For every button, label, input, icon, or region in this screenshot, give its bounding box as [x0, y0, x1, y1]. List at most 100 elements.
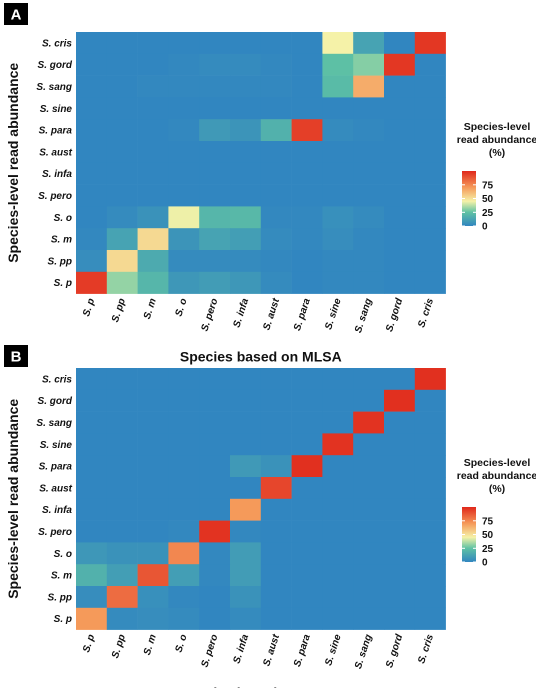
heatmap-cell [384, 411, 416, 434]
heatmap-cell [260, 75, 292, 98]
heatmap-cell [76, 564, 108, 587]
heatmap-cell [414, 119, 446, 142]
legend-title: Species-level [464, 121, 531, 133]
heatmap-cell [414, 498, 446, 521]
y-tick-label: S. pp [48, 256, 72, 267]
x-tick-label: S. sine [323, 297, 344, 331]
heatmap-cell [106, 228, 138, 251]
heatmap-cell [168, 498, 200, 521]
heatmap-cell [230, 607, 262, 630]
x-tick-label: S. o [174, 633, 190, 654]
heatmap-cell [260, 184, 292, 207]
heatmap-cell [322, 498, 354, 521]
heatmap-cell [168, 271, 200, 294]
heatmap-cell [291, 97, 323, 120]
heatmap-cell [414, 411, 446, 434]
heatmap-cell [106, 564, 138, 587]
heatmap-cell [199, 75, 231, 98]
heatmap-cell [353, 206, 385, 229]
heatmap-cell [106, 368, 138, 391]
heatmap-cell [230, 389, 262, 412]
x-tick-label: S. gord [384, 632, 405, 669]
heatmap-cell [168, 542, 200, 565]
heatmap-cell [199, 271, 231, 294]
heatmap-cell [353, 271, 385, 294]
heatmap-cell [353, 228, 385, 251]
y-tick-label: S. sang [36, 82, 72, 93]
heatmap-cell [230, 477, 262, 500]
heatmap-cell [291, 607, 323, 630]
heatmap-cell [260, 520, 292, 543]
heatmap-cell [291, 586, 323, 609]
heatmap-cell [291, 564, 323, 587]
x-axis-title: Species based on MLSA [180, 685, 342, 688]
legend-tick-label: 25 [482, 208, 494, 219]
panel-a: A S. cris S. gord S. sang S. sine S. para S. a… [4, 3, 536, 365]
heatmap-cell [137, 119, 169, 142]
heatmap-cell [322, 162, 354, 185]
legend-title: read abundance [457, 134, 536, 146]
heatmap-cell [168, 228, 200, 251]
heatmap-cell [137, 520, 169, 543]
heatmap-cell [291, 228, 323, 251]
heatmap-cell [353, 520, 385, 543]
heatmap-cell [230, 542, 262, 565]
heatmap-cell [76, 455, 108, 478]
heatmap-cell [168, 389, 200, 412]
heatmap-cell [230, 271, 262, 294]
heatmap-cell [414, 141, 446, 164]
heatmap-cell [414, 97, 446, 120]
y-axis-title: Species-level read abundance [5, 399, 21, 599]
heatmap-cell [76, 141, 108, 164]
heatmap-cell [168, 250, 200, 273]
heatmap-cell [168, 433, 200, 456]
heatmap-cell [291, 119, 323, 142]
heatmap-cell [291, 542, 323, 565]
heatmap-cell [291, 477, 323, 500]
heatmap-cell [384, 141, 416, 164]
heatmap-cell [230, 53, 262, 76]
heatmap-cell [322, 53, 354, 76]
heatmap-cell [291, 433, 323, 456]
heatmap-cell [322, 411, 354, 434]
heatmap-cell [414, 206, 446, 229]
heatmap-cell [260, 271, 292, 294]
y-tick-label: S. o [54, 213, 72, 224]
heatmap-cell [199, 206, 231, 229]
heatmap-cell [106, 32, 138, 55]
legend-tick-label: 50 [482, 530, 494, 541]
heatmap-cell [353, 498, 385, 521]
heatmap-cell [230, 433, 262, 456]
heatmap-cell [353, 389, 385, 412]
heatmap-cell [353, 477, 385, 500]
legend-title: Species-level [464, 457, 531, 469]
heatmap-cell [168, 184, 200, 207]
heatmap-cell [322, 32, 354, 55]
heatmap-cell [106, 411, 138, 434]
heatmap-cell [199, 53, 231, 76]
heatmap-cell [291, 250, 323, 273]
heatmap-cell [199, 184, 231, 207]
x-tick-label: S. pero [200, 297, 221, 333]
heatmap-cell [230, 119, 262, 142]
heatmap-cell [260, 97, 292, 120]
heatmap-cell [291, 271, 323, 294]
heatmap-cell [199, 542, 231, 565]
heatmap-cell [384, 607, 416, 630]
heatmap-cell [76, 477, 108, 500]
heatmap-cell [168, 97, 200, 120]
heatmap-cell [384, 53, 416, 76]
heatmap-cell [137, 184, 169, 207]
heatmap-cell [353, 184, 385, 207]
heatmap-cell [260, 32, 292, 55]
heatmap-cell [322, 586, 354, 609]
y-tick-label: S. aust [39, 483, 72, 494]
heatmap-cell [137, 607, 169, 630]
heatmap-cell [414, 455, 446, 478]
heatmap-cell [106, 455, 138, 478]
heatmap-cell [414, 389, 446, 412]
heatmap-cell [260, 162, 292, 185]
heatmap-cell [106, 477, 138, 500]
heatmap-cell [384, 389, 416, 412]
